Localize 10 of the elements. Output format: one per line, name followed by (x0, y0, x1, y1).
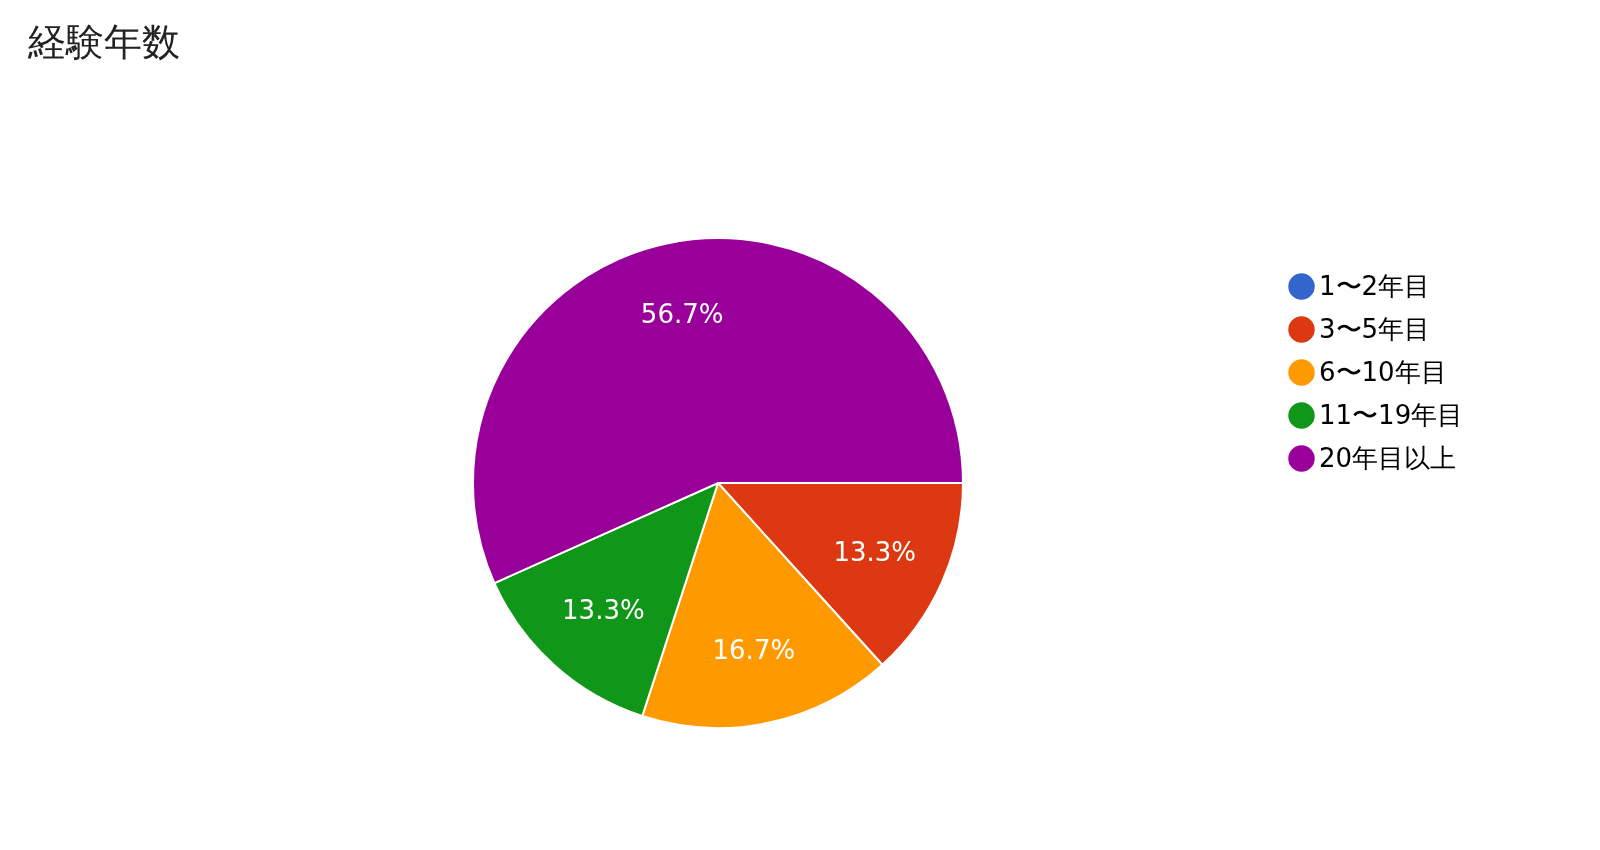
text: 経験年数 (27, 20, 180, 64)
legend-label: 3〜5年目 (1319, 313, 1431, 344)
data-label: 13.3% (562, 594, 645, 625)
data-label: 13.3% (833, 536, 917, 567)
legend-label: 6〜10年目 (1319, 356, 1447, 387)
data-label: 56.7% (640, 299, 724, 330)
legend-label: 20年目以上 (1319, 442, 1457, 473)
data-label: 16.7% (712, 634, 796, 665)
legend-label: 1〜2年目 (1319, 270, 1431, 301)
legend-label: 11〜19年目 (1319, 399, 1464, 430)
